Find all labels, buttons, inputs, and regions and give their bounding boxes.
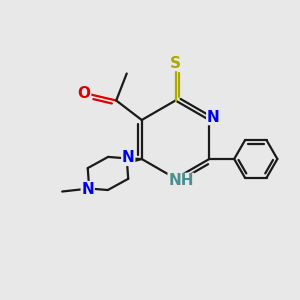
Text: S: S (170, 56, 181, 70)
Text: N: N (81, 182, 94, 196)
Text: N: N (207, 110, 220, 124)
Text: NH: NH (168, 173, 194, 188)
Text: N: N (122, 150, 135, 165)
Text: O: O (78, 85, 91, 100)
